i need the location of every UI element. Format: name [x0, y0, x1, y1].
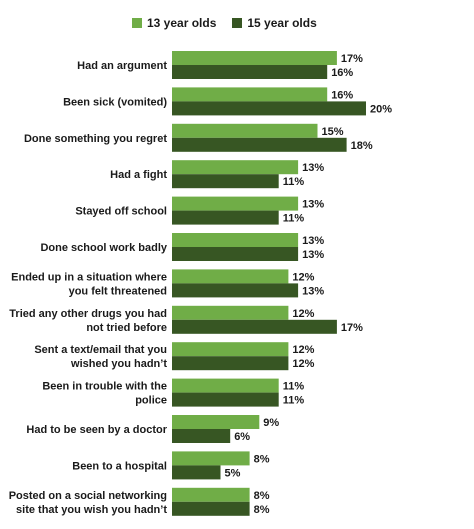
category-label: Done something you regret — [24, 133, 167, 145]
category-label: Been to a hospital — [72, 460, 167, 472]
legend-swatch-13 — [132, 18, 142, 28]
legend: 13 year olds 15 year olds — [132, 16, 317, 30]
data-label: 11% — [283, 381, 305, 393]
data-label: 12% — [292, 271, 314, 283]
category-label: Stayed off school — [75, 206, 167, 218]
data-label: 11% — [283, 395, 305, 407]
data-label: 13% — [302, 162, 324, 174]
legend-label-15: 15 year olds — [247, 16, 317, 30]
bar-13-year-olds — [172, 160, 299, 175]
data-label: 12% — [292, 344, 314, 356]
bar-15-year-olds — [172, 210, 279, 225]
bar-13-year-olds — [172, 487, 250, 502]
data-label: 13% — [302, 199, 324, 211]
data-label: 15% — [322, 126, 344, 138]
data-label: 13% — [302, 249, 324, 261]
bar-13-year-olds — [172, 51, 337, 65]
bar-13-year-olds — [172, 196, 299, 211]
data-label: 12% — [292, 308, 314, 320]
legend-swatch-15 — [232, 18, 243, 28]
data-label: 13% — [302, 235, 324, 247]
bar-15-year-olds — [172, 392, 279, 407]
bar-13-year-olds — [172, 123, 318, 138]
data-label: 12% — [292, 358, 314, 370]
bar-15-year-olds — [172, 465, 221, 480]
data-label: 16% — [331, 89, 353, 101]
data-label: 6% — [234, 431, 250, 443]
bar-15-year-olds — [172, 283, 299, 298]
data-label: 8% — [254, 453, 270, 465]
bar-15-year-olds — [172, 247, 299, 261]
bar-15-year-olds — [172, 501, 250, 516]
data-label: 17% — [341, 322, 363, 334]
bar-15-year-olds — [172, 137, 347, 152]
data-label: 8% — [254, 504, 270, 516]
bar-13-year-olds — [172, 233, 299, 247]
bar-15-year-olds — [172, 429, 231, 443]
category-label: Sent a text/email that you wished you had… — [34, 344, 167, 370]
bar-13-year-olds — [172, 378, 279, 393]
category-label: Done school work badly — [40, 242, 167, 254]
category-label: Tried any other drugs you had not tried b… — [9, 308, 167, 334]
bar-13-year-olds — [172, 269, 289, 284]
bar-15-year-olds — [172, 174, 279, 189]
data-label: 8% — [254, 490, 270, 502]
data-label: 13% — [302, 285, 324, 297]
category-label: Had to be seen by a doctor — [26, 424, 167, 436]
bar-13-year-olds — [172, 305, 289, 320]
category-label: Had a fight — [110, 169, 167, 181]
bar-13-year-olds — [172, 342, 289, 357]
legend-item-13: 13 year olds — [132, 16, 216, 30]
legend-item-15: 15 year olds — [232, 16, 317, 30]
data-label: 16% — [331, 67, 353, 79]
bar-15-year-olds — [172, 356, 289, 371]
bar-15-year-olds — [172, 101, 366, 116]
category-label: Been sick (vomited) — [63, 96, 167, 108]
legend-label-13: 13 year olds — [147, 16, 217, 30]
data-label: 5% — [225, 467, 241, 479]
bar-13-year-olds — [172, 87, 328, 102]
bar-15-year-olds — [172, 65, 328, 79]
category-label: Posted on a social networking site that y… — [9, 490, 168, 516]
data-label: 9% — [263, 417, 279, 429]
category-label: Been in trouble with the police — [42, 381, 167, 407]
bar-13-year-olds — [172, 451, 250, 466]
data-label: 11% — [283, 176, 305, 188]
data-label: 17% — [341, 53, 363, 65]
category-label: Ended up in a situation where you felt th… — [11, 271, 167, 297]
data-label: 11% — [283, 213, 305, 225]
bar-15-year-olds — [172, 319, 337, 334]
data-label: 20% — [370, 103, 392, 115]
data-label: 18% — [351, 140, 373, 152]
category-label: Had an argument — [77, 60, 167, 72]
bar-13-year-olds — [172, 415, 260, 429]
